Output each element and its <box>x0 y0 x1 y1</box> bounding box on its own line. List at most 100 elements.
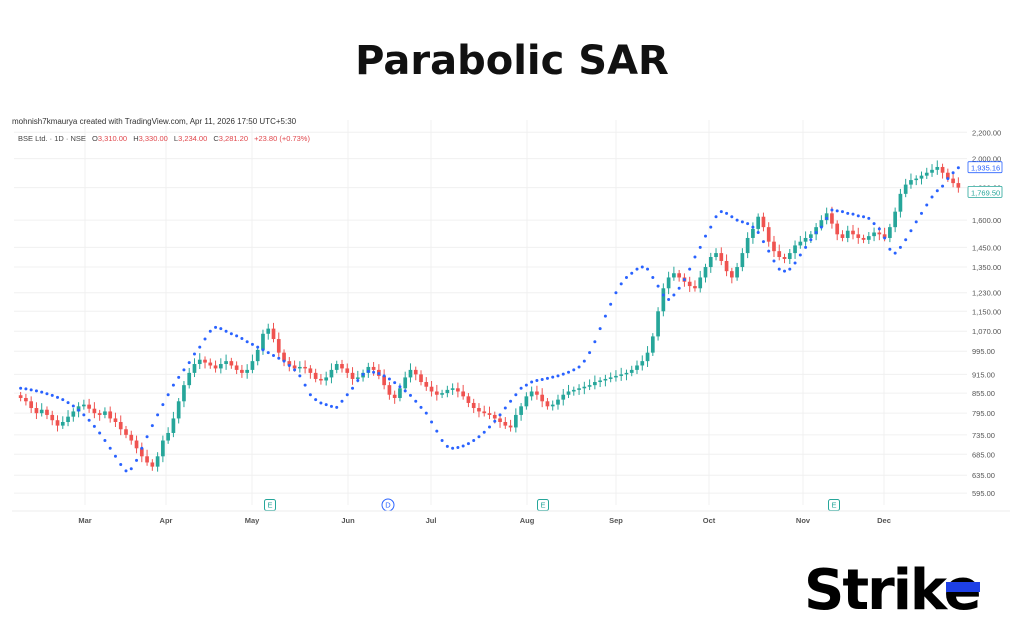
candle-body <box>408 369 413 378</box>
candle-body <box>176 401 181 419</box>
sar-dot <box>809 238 813 242</box>
candle-body <box>292 365 297 369</box>
open-value: 3,310.00 <box>97 134 128 143</box>
sar-dot <box>925 203 929 207</box>
candle-body <box>224 361 228 365</box>
candle-body <box>624 372 629 375</box>
sar-dot <box>519 386 523 390</box>
sar-dot <box>672 293 676 297</box>
sar-dot <box>293 368 297 372</box>
sar-dot <box>377 371 381 375</box>
sar-dot <box>461 444 465 448</box>
candle-body <box>735 267 739 278</box>
candle-body <box>756 216 761 229</box>
sar-dot <box>482 430 486 434</box>
candle-body <box>319 378 323 381</box>
candle-body <box>129 434 134 441</box>
candle-body <box>556 399 560 405</box>
candle-body <box>419 374 423 383</box>
sar-dot <box>351 386 355 390</box>
sar-dot <box>408 393 412 397</box>
sar-dot <box>572 368 576 372</box>
sar-dot <box>156 413 160 417</box>
candle-body <box>656 311 660 337</box>
candle-body <box>108 411 113 419</box>
strike-logo-accent <box>946 582 980 592</box>
y-tick-label: 2,200.00 <box>972 128 1001 137</box>
sar-dot <box>819 225 823 229</box>
sar-dot <box>893 251 897 255</box>
sar-dot <box>430 420 434 424</box>
sar-dot <box>45 392 49 396</box>
sar-dot <box>366 369 370 373</box>
sar-dot <box>71 404 75 408</box>
sar-dot <box>567 370 571 374</box>
sar-dot <box>403 389 407 393</box>
candle-body <box>693 286 697 289</box>
sar-dot <box>256 345 260 349</box>
candle-body <box>645 352 650 362</box>
sar-dot <box>951 171 955 175</box>
ohlc-legend: BSE Ltd. · 1D · NSE O3,310.00 H3,330.00 … <box>18 134 310 143</box>
y-tick-label: 635.00 <box>972 471 995 480</box>
sar-dot <box>424 411 428 415</box>
candle-body <box>466 396 471 403</box>
sar-dot <box>914 220 918 224</box>
sar-dot <box>145 435 149 439</box>
candle-body <box>471 402 476 409</box>
sar-dot <box>646 267 650 271</box>
candle-body <box>66 416 70 422</box>
sar-dot <box>514 393 518 397</box>
candle-body <box>956 183 961 188</box>
sar-dot <box>661 293 665 297</box>
candle-body <box>71 411 76 417</box>
candle-body <box>334 364 339 370</box>
sar-dot <box>166 393 170 397</box>
sar-dot <box>272 353 276 357</box>
sar-dot <box>877 227 881 231</box>
candle-body <box>429 386 434 392</box>
sar-dot <box>956 166 960 170</box>
sar-dot <box>619 282 623 286</box>
sar-dot <box>883 236 887 240</box>
sar-dot <box>856 214 860 218</box>
last-price-tag <box>967 161 1003 174</box>
candle-body <box>234 365 239 370</box>
sar-dot <box>182 368 186 372</box>
candle-body <box>345 368 350 373</box>
sar-dot <box>545 376 549 380</box>
candle-body <box>614 375 618 378</box>
candle-body <box>139 448 144 457</box>
sar-dot <box>503 406 507 410</box>
candle-body <box>740 253 745 268</box>
candle-body <box>751 228 755 238</box>
sar-dot <box>825 216 829 220</box>
candle-body <box>903 184 908 194</box>
candle-body <box>45 409 49 415</box>
sar-dot <box>735 218 739 222</box>
event-marker-label: D <box>385 501 391 510</box>
sar-dot <box>66 401 70 405</box>
sar-dot <box>793 261 797 265</box>
candle-body <box>687 281 692 287</box>
candle-body <box>677 273 681 278</box>
candle-body <box>898 193 903 212</box>
sar-dot <box>398 385 402 389</box>
candle-body <box>29 401 34 409</box>
candle-body <box>266 328 271 334</box>
sar-dot <box>693 255 697 259</box>
y-tick-label: 1,070.00 <box>972 327 1001 336</box>
sar-dot <box>82 413 86 417</box>
candle-body <box>814 227 818 235</box>
candle-body <box>519 406 523 415</box>
candle-body <box>840 234 845 238</box>
candle-body <box>608 377 613 379</box>
sar-dot <box>761 240 765 244</box>
candlestick-chart[interactable]: 2,200.002,000.001,800.001,600.001,450.00… <box>12 110 1010 532</box>
sar-dot <box>614 291 618 295</box>
candle-body <box>92 408 97 414</box>
candle-body <box>540 394 545 402</box>
candle-body <box>382 375 386 386</box>
candle-body <box>919 175 924 179</box>
sar-dot <box>277 356 281 360</box>
